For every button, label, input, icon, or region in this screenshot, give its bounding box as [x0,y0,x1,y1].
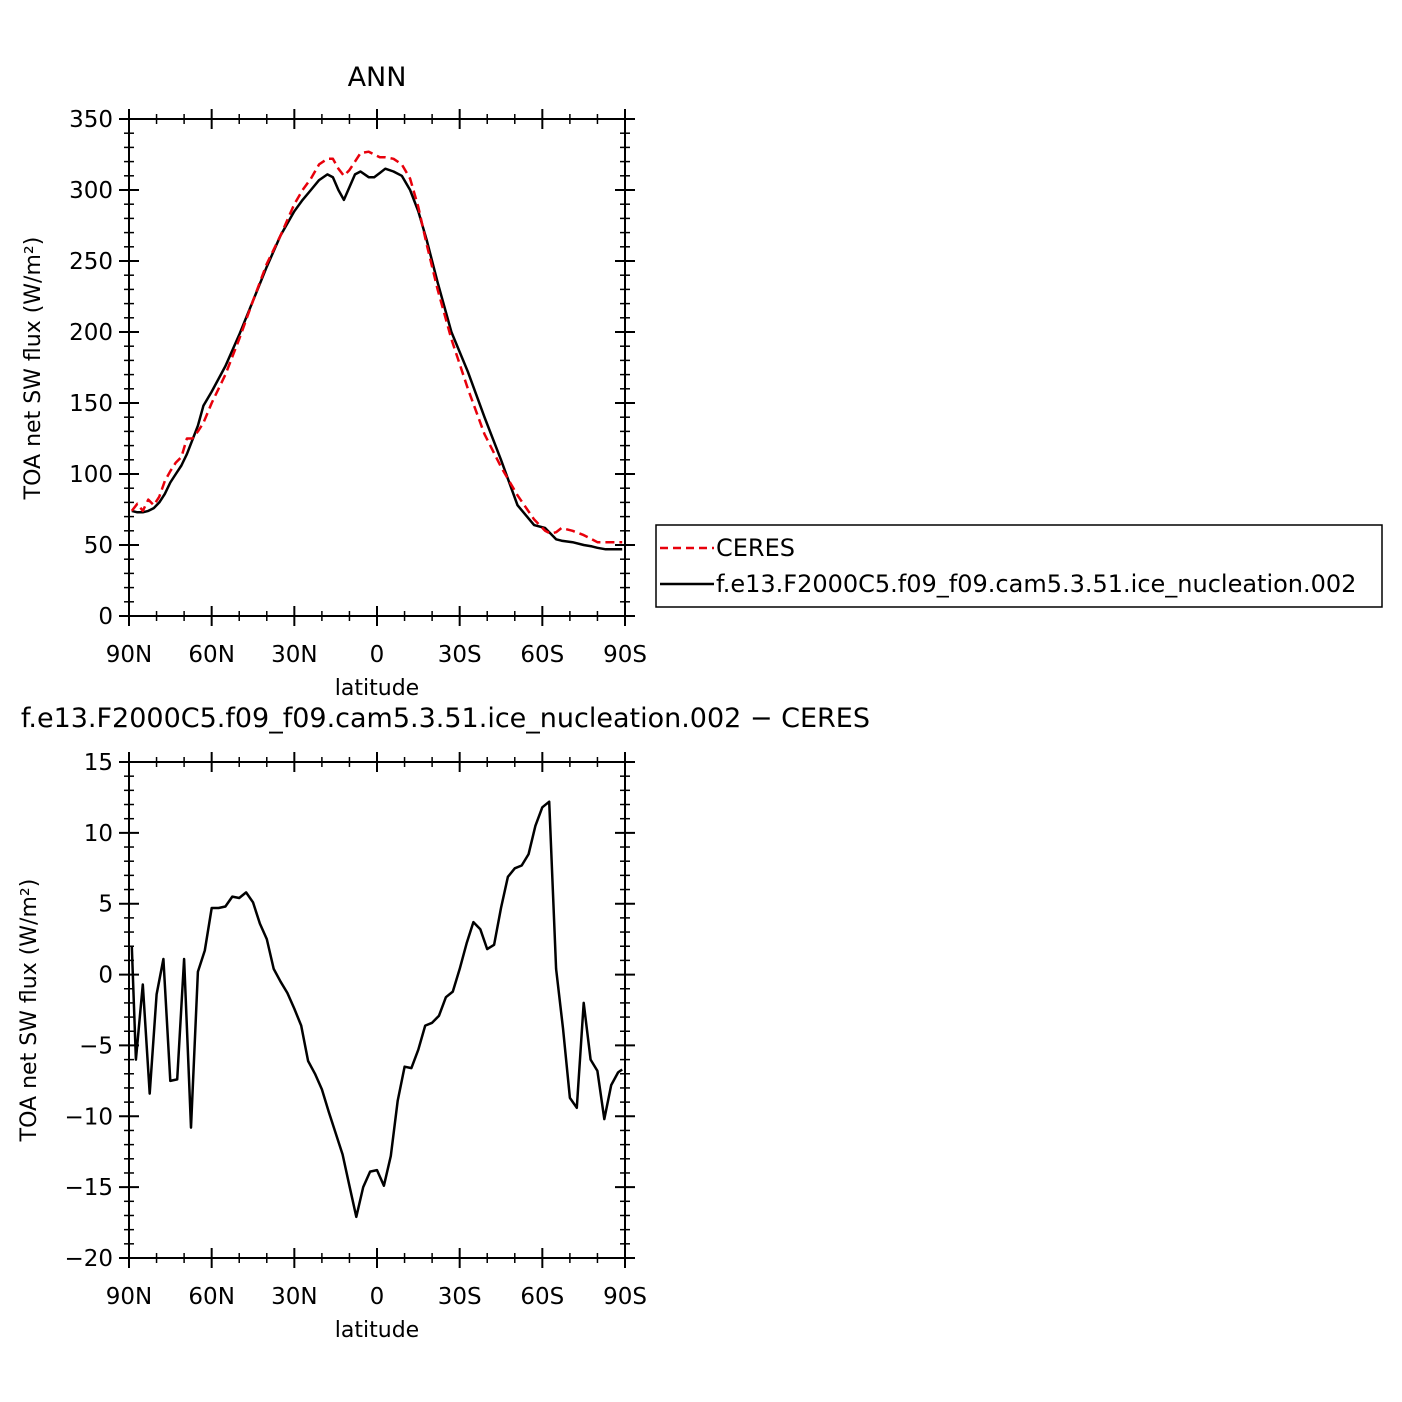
bottom-x-tick-label: 30N [271,1284,317,1310]
top-series-line-0 [130,150,623,544]
top-chart-title: ANN [348,62,407,93]
top-x-tick-label: 60N [188,642,234,668]
bottom-y-tick-label: 15 [84,750,113,776]
top-x-tick-label: 90N [106,642,152,668]
top-y-tick-label: 150 [69,391,113,417]
bottom-y-axis-label: TOA net SW flux (W/m²) [17,879,42,1143]
bottom-series-layer [130,800,623,1219]
top-x-axis-label: latitude [335,676,419,701]
bottom-y-tick-label: −20 [64,1246,113,1272]
bottom-y-tick-label: 0 [98,963,113,989]
bottom-x-tick-label: 90S [603,1284,647,1310]
bottom-y-tick-label: 5 [98,892,113,918]
bottom-x-tick-label: 0 [370,1284,385,1310]
legend-box [655,524,1383,608]
legend-label-ceres: CERES [716,534,795,562]
bottom-series-line-0 [130,800,623,1219]
bottom-chart-title: f.e13.F2000C5.f09_f09.cam5.3.51.ice_nucl… [21,703,870,734]
bottom-x-axis-label: latitude [335,1318,419,1343]
top-panel: ANN 0 50 100 150 200 250 300 350 90N 60N 30N 0 30S 60… [21,62,1383,701]
top-y-tick-label: 0 [98,604,113,630]
top-plot-frame [128,118,626,617]
legend: CERES f.e13.F2000C5.f09_f09.cam5.3.51.ic… [655,524,1383,608]
top-x-tick-label: 0 [370,642,385,668]
top-y-tick-label: 200 [69,320,113,346]
bottom-y-tick-label: −10 [64,1104,113,1130]
top-y-axis-label: TOA net SW flux (W/m²) [21,237,46,501]
top-x-tick-label: 30S [438,642,482,668]
top-series-layer [130,150,623,551]
top-y-tick-label: 300 [69,178,113,204]
top-axis-ticks: 0 50 100 150 200 250 300 350 90N 60N 30N 0 30S 60S 90S [69,107,647,668]
bottom-x-tick-label: 60S [520,1284,564,1310]
bottom-y-tick-label: −5 [79,1033,113,1059]
top-y-tick-label: 50 [84,533,113,559]
top-y-tick-label: 100 [69,462,113,488]
bottom-x-tick-label: 60N [188,1284,234,1310]
top-y-tick-label: 250 [69,249,113,275]
top-y-tick-label: 350 [69,107,113,133]
bottom-axis-ticks: −20 −15 −10 −5 0 5 10 15 90N 60N 30N 0 30S 60S 90S [64,750,646,1310]
top-series-line-1 [131,167,623,551]
bottom-y-tick-label: −15 [64,1175,113,1201]
bottom-y-tick-label: 10 [84,821,113,847]
top-x-tick-label: 90S [603,642,647,668]
bottom-panel: f.e13.F2000C5.f09_f09.cam5.3.51.ice_nucl… [17,703,870,1343]
top-x-tick-label: 60S [520,642,564,668]
top-x-tick-label: 30N [271,642,317,668]
legend-label-model: f.e13.F2000C5.f09_f09.cam5.3.51.ice_nucl… [716,570,1356,598]
bottom-x-tick-label: 90N [106,1284,152,1310]
bottom-x-tick-label: 30S [438,1284,482,1310]
